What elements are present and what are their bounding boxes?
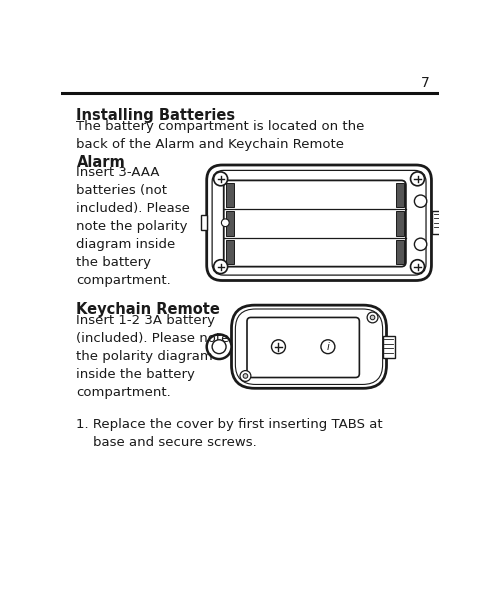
Circle shape — [243, 374, 248, 378]
Circle shape — [214, 172, 227, 186]
Text: Keychain Remote: Keychain Remote — [77, 302, 221, 317]
FancyBboxPatch shape — [207, 165, 431, 281]
Circle shape — [410, 172, 425, 186]
Circle shape — [414, 238, 427, 250]
FancyBboxPatch shape — [231, 305, 386, 388]
Text: 1. Replace the cover by ﬁrst inserting TABS at
    base and secure screws.: 1. Replace the cover by ﬁrst inserting T… — [77, 417, 383, 448]
Text: The battery compartment is located on the
back of the Alarm and Keychain Remote: The battery compartment is located on th… — [77, 120, 365, 151]
Circle shape — [207, 335, 231, 359]
Bar — [396, 212, 404, 235]
Bar — [226, 212, 234, 235]
FancyBboxPatch shape — [247, 318, 359, 378]
Circle shape — [214, 260, 227, 273]
Circle shape — [222, 219, 229, 227]
Text: Insert 1-2 3A battery
(included). Please note
the polarity diagram
inside the ba: Insert 1-2 3A battery (included). Please… — [77, 313, 230, 399]
Circle shape — [240, 371, 251, 381]
Circle shape — [370, 315, 375, 320]
Text: Insert 3-AAA
batteries (not
included). Please
note the polarity
diagram inside
t: Insert 3-AAA batteries (not included). P… — [77, 166, 190, 287]
Circle shape — [212, 340, 226, 354]
Bar — [396, 240, 404, 264]
Circle shape — [414, 195, 427, 208]
Text: 7: 7 — [421, 76, 429, 90]
Text: i: i — [326, 342, 329, 352]
Circle shape — [410, 260, 425, 273]
FancyBboxPatch shape — [224, 180, 406, 267]
Bar — [201, 215, 207, 231]
Bar — [226, 240, 234, 264]
Circle shape — [367, 312, 378, 323]
Bar — [383, 336, 395, 358]
Bar — [432, 211, 443, 234]
Bar — [396, 183, 404, 207]
Text: Installing Batteries: Installing Batteries — [77, 108, 236, 123]
Text: Alarm: Alarm — [77, 155, 125, 170]
Bar — [226, 183, 234, 207]
